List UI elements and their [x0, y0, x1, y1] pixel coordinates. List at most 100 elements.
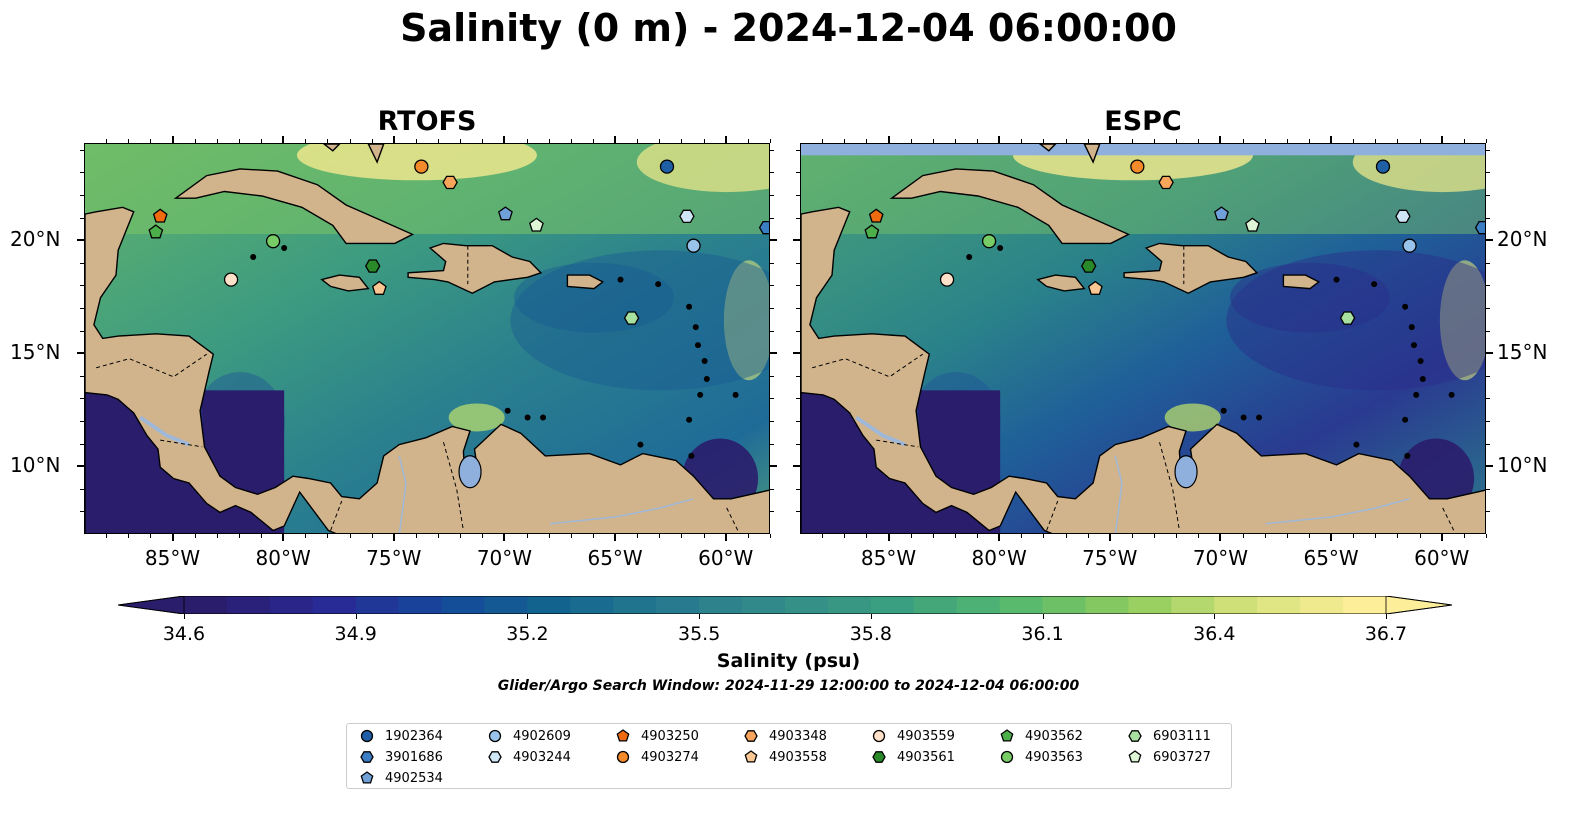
lon-minor-tick	[932, 139, 934, 143]
colorbar-tick-mark	[1042, 614, 1044, 619]
lon-tick-label: 60°W	[1414, 546, 1470, 570]
lon-minor-tick	[1043, 534, 1045, 538]
float-marker-4903562	[864, 224, 880, 239]
lat-minor-tick	[80, 511, 84, 513]
colorbar-segment	[484, 596, 529, 614]
lat-minor-tick	[80, 466, 84, 468]
lon-minor-tick	[570, 139, 572, 143]
float-marker-4902609	[1402, 238, 1417, 253]
lon-minor-tick	[1486, 139, 1487, 143]
colorbar-segment	[1042, 596, 1087, 614]
lat-minor-tick	[796, 307, 800, 309]
map-panel-espc	[800, 143, 1486, 534]
lon-minor-tick	[1463, 534, 1465, 538]
float-marker-4903563	[981, 234, 997, 249]
lon-minor-tick	[150, 139, 152, 143]
lat-minor-tick	[796, 375, 800, 377]
lon-minor-tick	[822, 139, 824, 143]
lat-minor-tick	[770, 375, 774, 377]
legend-item-4903562: 4903562	[999, 728, 1083, 744]
lon-minor-tick	[1353, 534, 1355, 538]
lon-minor-tick	[1264, 534, 1266, 538]
search-window-note: Glider/Argo Search Window: 2024-11-29 12…	[497, 678, 1080, 694]
panel-title-rtofs: RTOFS	[377, 106, 477, 137]
lon-minor-tick	[910, 139, 912, 143]
lon-minor-tick	[844, 534, 846, 538]
lat-tick-label-right: 20°N	[1497, 227, 1548, 252]
legend-marker-icon	[744, 750, 758, 763]
lat-minor-tick	[796, 398, 800, 400]
float-marker-3901686	[1474, 220, 1485, 235]
colorbar-segment	[398, 596, 443, 614]
lat-minor-tick	[796, 172, 800, 174]
legend-item-4902609: 4902609	[487, 728, 571, 744]
lon-minor-tick	[1021, 534, 1023, 538]
lon-minor-tick	[283, 534, 285, 538]
lat-minor-tick	[770, 262, 774, 264]
legend-marker-icon	[488, 729, 502, 743]
float-marker-1902364	[1375, 159, 1391, 174]
lat-minor-tick	[80, 443, 84, 445]
colorbar-tick-label: 35.2	[506, 623, 549, 645]
float-marker-4903558	[371, 280, 387, 295]
lon-minor-tick	[977, 534, 979, 538]
colorbar-segment	[1257, 596, 1301, 614]
lon-tick-label: 70°W	[1192, 546, 1249, 570]
lat-minor-tick	[1486, 149, 1490, 151]
lon-minor-tick	[954, 139, 956, 143]
legend-item-4903558: 4903558	[743, 749, 827, 765]
colorbar-extend-max	[1385, 596, 1452, 614]
lon-minor-tick	[216, 139, 218, 143]
figure-title: Salinity (0 m) - 2024-12-04 06:00:00	[400, 6, 1177, 50]
lon-tick-label: 60°W	[698, 546, 754, 570]
lat-minor-tick	[770, 172, 774, 174]
colorbar-segment	[441, 596, 486, 614]
lon-minor-tick	[866, 534, 868, 538]
lon-minor-tick	[349, 534, 351, 538]
legend-label: 4903559	[897, 728, 955, 744]
lon-minor-tick	[482, 139, 484, 143]
lon-minor-tick	[526, 534, 528, 538]
float-marker-4902534	[1214, 206, 1229, 221]
lat-minor-tick	[1486, 330, 1490, 332]
lat-minor-tick	[80, 307, 84, 309]
float-marker-4903559	[223, 272, 239, 287]
lat-minor-tick	[796, 353, 800, 355]
lon-minor-tick	[1242, 534, 1244, 538]
lat-minor-tick	[1486, 466, 1490, 468]
lon-minor-tick	[1419, 534, 1421, 538]
lon-minor-tick	[844, 139, 846, 143]
colorbar-segment	[1343, 596, 1387, 614]
lon-minor-tick	[438, 534, 440, 538]
lon-minor-tick	[747, 534, 749, 538]
colorbar-tick-mark	[527, 614, 529, 619]
lon-minor-tick	[438, 139, 440, 143]
legend-label: 6903727	[1153, 749, 1211, 765]
map-espc	[801, 144, 1485, 533]
float-marker-6903727	[529, 217, 544, 232]
colorbar-segment	[1214, 596, 1258, 614]
colorbar-tick-mark	[870, 614, 872, 619]
float-marker-4903250	[868, 208, 884, 223]
legend-marker-icon	[744, 730, 758, 742]
lon-minor-tick	[1154, 534, 1156, 538]
lon-minor-tick	[1375, 534, 1377, 538]
lon-minor-tick	[725, 534, 727, 538]
lon-minor-tick	[1308, 139, 1310, 143]
lat-minor-tick	[770, 240, 774, 242]
lon-minor-tick	[1486, 534, 1487, 538]
lon-minor-tick	[1463, 139, 1465, 143]
lon-minor-tick	[770, 139, 771, 143]
colorbar-segment	[699, 596, 743, 614]
colorbar-segment	[527, 596, 571, 614]
lon-minor-tick	[1154, 139, 1156, 143]
lon-minor-tick	[1176, 139, 1178, 143]
lat-minor-tick	[796, 285, 800, 287]
lon-minor-tick	[659, 139, 661, 143]
lat-minor-tick	[80, 217, 84, 219]
lon-minor-tick	[1021, 139, 1023, 143]
lon-tick-label: 85°W	[144, 546, 201, 570]
legend-item-4903348: 4903348	[743, 728, 827, 744]
lon-minor-tick	[482, 534, 484, 538]
lon-minor-tick	[1375, 139, 1377, 143]
